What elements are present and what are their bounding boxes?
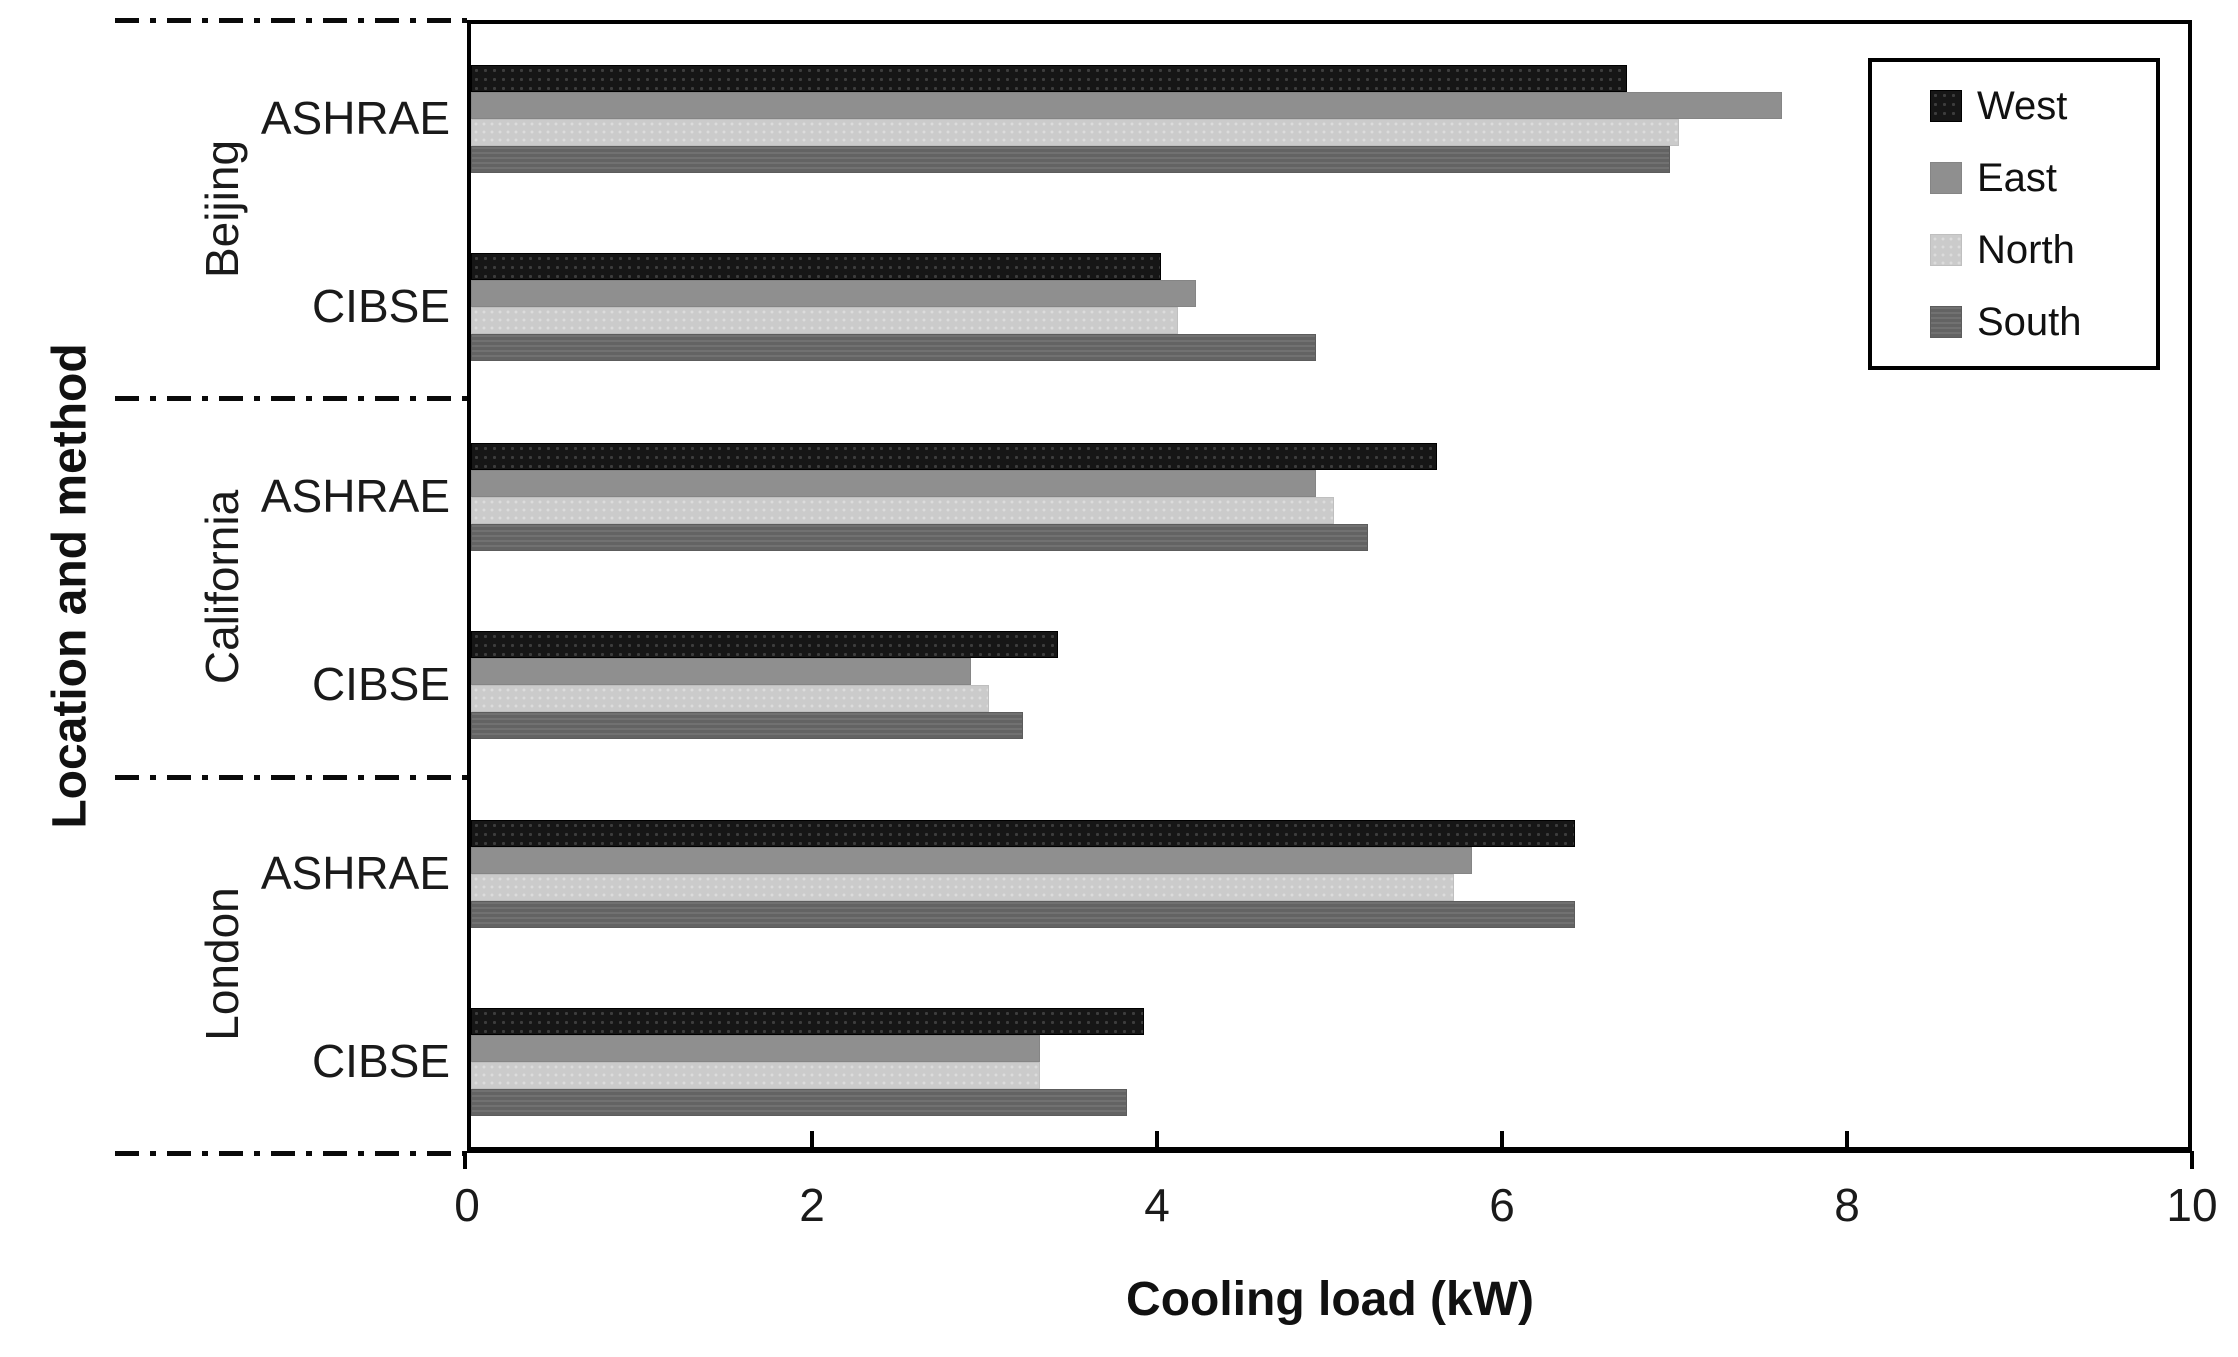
group-label-california: California — [196, 489, 248, 684]
bar-london-ashrae-south — [471, 901, 1575, 929]
bar-beijing-cibse-east — [471, 280, 1196, 307]
bar-california-cibse-north — [471, 684, 989, 712]
group-label-london: London — [196, 887, 248, 1042]
legend-label-north: North — [1977, 227, 2075, 272]
group-separator-line-3 — [115, 1151, 467, 1156]
legend-label-south: South — [1977, 299, 2082, 344]
legend-swatch-west-icon — [1930, 90, 1962, 122]
bar-beijing-ashrae-east — [471, 92, 1782, 119]
x-axis-end-tick-0 — [463, 1151, 467, 1169]
x-axis-tick-label-6: 6 — [1489, 1179, 1515, 1231]
bar-london-cibse-east — [471, 1035, 1040, 1063]
bar-beijing-cibse-west — [471, 253, 1161, 280]
y-axis-title: Location and method — [43, 343, 97, 829]
category-label-california-ashrae: ASHRAE — [260, 469, 450, 522]
bar-beijing-cibse-south — [471, 334, 1316, 361]
bar-california-ashrae-west — [471, 442, 1437, 470]
x-axis-tick-label-2: 2 — [799, 1179, 825, 1231]
legend-item-west: West — [1930, 84, 2156, 129]
legend-swatch-south-icon — [1930, 306, 1962, 338]
legend-swatch-north-icon — [1930, 234, 1962, 266]
legend: West East North South — [1868, 58, 2160, 370]
x-axis-tick-6 — [1500, 1131, 1504, 1147]
bar-california-cibse-east — [471, 657, 971, 685]
bar-london-ashrae-west — [471, 820, 1575, 848]
x-axis-tick-4 — [1155, 1131, 1159, 1147]
bar-california-ashrae-north — [471, 496, 1334, 524]
category-label-london-ashrae: ASHRAE — [260, 847, 450, 900]
x-axis-tick-label-10: 10 — [2166, 1179, 2218, 1231]
category-label-beijing-ashrae: ASHRAE — [260, 92, 450, 144]
bar-london-cibse-west — [471, 1008, 1144, 1036]
legend-item-east: East — [1930, 156, 2156, 201]
bar-london-cibse-north — [471, 1062, 1040, 1090]
bar-london-ashrae-north — [471, 874, 1454, 902]
legend-label-east: East — [1977, 155, 2058, 200]
category-label-london-cibse: CIBSE — [311, 1035, 450, 1088]
legend-label-west: West — [1977, 83, 2068, 128]
x-axis-tick-2 — [810, 1131, 814, 1147]
x-axis-title: Cooling load (kW) — [1126, 1273, 1534, 1326]
legend-item-north: North — [1930, 228, 2156, 273]
legend-item-south: South — [1930, 300, 2156, 345]
group-separator-line-1 — [115, 396, 467, 401]
x-axis-end-tick-10 — [2190, 1151, 2194, 1169]
bar-california-ashrae-south — [471, 523, 1368, 551]
x-axis-tick-label-4: 4 — [1144, 1179, 1170, 1231]
bar-beijing-ashrae-west — [471, 65, 1627, 92]
bar-beijing-ashrae-north — [471, 119, 1679, 146]
bar-beijing-cibse-north — [471, 307, 1178, 334]
group-label-beijing: Beijing — [196, 139, 248, 278]
bar-london-cibse-south — [471, 1089, 1127, 1117]
legend-swatch-east-icon — [1930, 162, 1962, 194]
bar-california-cibse-south — [471, 711, 1023, 739]
group-separator-line-2 — [115, 775, 467, 780]
bar-california-cibse-west — [471, 630, 1058, 658]
category-label-beijing-cibse: CIBSE — [311, 280, 450, 332]
x-axis-tick-label-0: 0 — [454, 1179, 480, 1231]
category-label-california-cibse: CIBSE — [311, 657, 450, 710]
x-axis-tick-8 — [1845, 1131, 1849, 1147]
bar-beijing-ashrae-south — [471, 146, 1670, 173]
x-axis-tick-label-8: 8 — [1834, 1179, 1860, 1231]
bar-california-ashrae-east — [471, 469, 1316, 497]
bar-london-ashrae-east — [471, 847, 1472, 875]
group-separator-line-0 — [115, 18, 467, 23]
